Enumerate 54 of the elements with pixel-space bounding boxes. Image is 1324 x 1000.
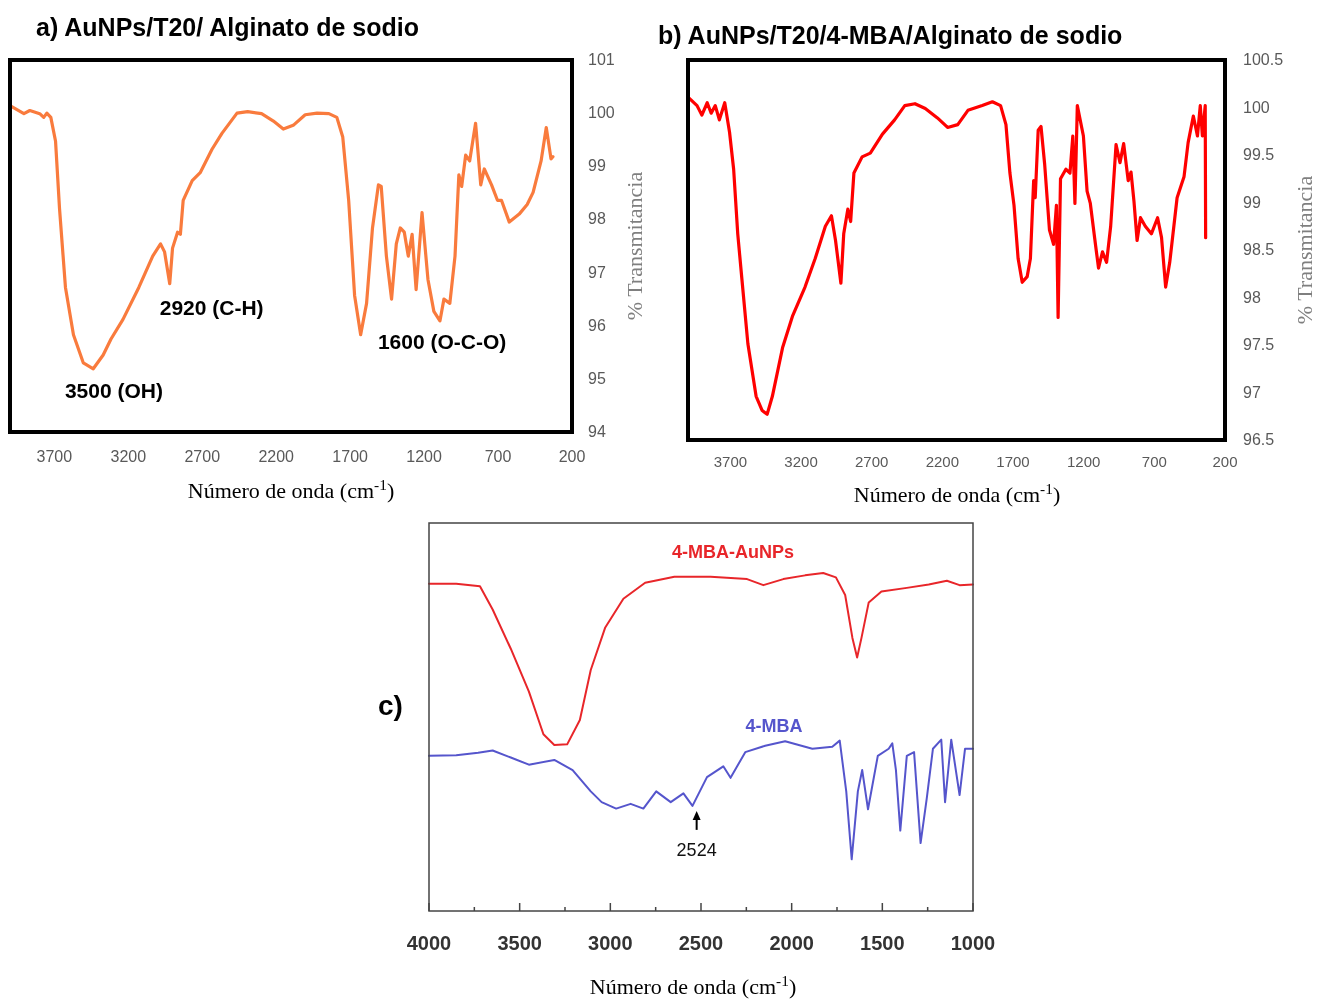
y-tick-label: 99.5 (1243, 146, 1275, 163)
annotation: 3500 (OH) (64, 379, 163, 403)
x-tick-label: 1000 (950, 932, 996, 954)
x-tick-label: 1200 (406, 448, 442, 465)
y-tick-label: 98 (1243, 288, 1261, 306)
x-tick-label: 2700 (184, 448, 221, 465)
x-tick-label: 3000 (588, 932, 633, 954)
y-tick-label: 98 (588, 210, 606, 228)
x-tick-label: 700 (1141, 453, 1167, 470)
x-tick-label: 200 (558, 448, 586, 465)
chart-title: a) AuNPs/T20/ Alginato de sodio (36, 13, 419, 41)
x-tick-label: 3500 (497, 932, 542, 954)
x-tick-label: 2200 (258, 448, 295, 465)
series-label: 4-MBA-AuNPs (671, 542, 795, 562)
y-tick-label: 97 (588, 263, 606, 281)
x-tick-label: 1200 (1067, 453, 1101, 470)
x-tick-label: 2500 (678, 932, 724, 954)
x-axis-title: Número de onda (cm$^{-1}$) (187, 475, 395, 503)
x-axis-title: Número de onda (cm$^{-1}$) (853, 479, 1061, 507)
x-tick-label: 1500 (860, 932, 905, 954)
annotation: 2920 (C-H) (159, 296, 264, 320)
y-axis-title: % Transmitancia (622, 171, 647, 321)
x-tick-label: 1700 (332, 448, 369, 465)
x-tick-label: 2700 (855, 453, 889, 470)
x-tick-label: 2000 (769, 932, 814, 954)
x-tick-label: 3700 (713, 453, 748, 470)
y-tick-label: 94 (588, 423, 606, 440)
y-tick-label: 99 (588, 157, 606, 175)
annotation: 2524 (676, 839, 717, 860)
y-tick-label: 96 (588, 316, 606, 334)
y-axis-title: % Transmitancia (1292, 175, 1317, 325)
y-tick-label: 101 (588, 51, 615, 68)
x-tick-label: 700 (484, 448, 512, 465)
y-tick-label: 97.5 (1243, 336, 1275, 353)
x-tick-label: 4000 (406, 932, 452, 954)
y-tick-label: 99 (1243, 193, 1261, 211)
y-tick-label: 100 (588, 104, 615, 122)
y-tick-label: 100 (1243, 98, 1270, 116)
y-tick-label: 97 (1243, 383, 1261, 401)
y-tick-label: 100.5 (1243, 51, 1284, 68)
x-tick-label: 3700 (36, 448, 73, 465)
y-tick-label: 96.5 (1243, 431, 1275, 448)
x-axis-title: Número de onda (cm$^{-1}$) (589, 971, 797, 999)
x-tick-label: 3200 (110, 448, 147, 465)
chart-title: b) AuNPs/T20/4-MBA/Alginato de sodio (658, 21, 1123, 49)
x-tick-label: 3200 (784, 453, 818, 470)
y-tick-label: 95 (588, 369, 606, 387)
x-tick-label: 200 (1212, 453, 1238, 470)
text: c) (378, 690, 403, 721)
x-tick-label: 1700 (996, 453, 1030, 470)
y-tick-label: 98.5 (1243, 241, 1275, 258)
annotation: 1600 (O-C-O) (377, 330, 507, 354)
x-tick-label: 2200 (925, 453, 960, 470)
series-label: 4-MBA (745, 716, 803, 736)
